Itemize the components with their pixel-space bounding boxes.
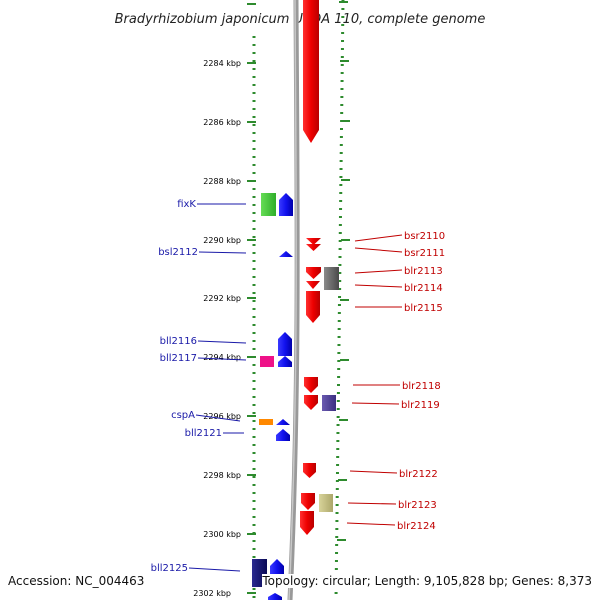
label-fixK[interactable]: fixK: [177, 199, 196, 210]
tick-label: 2294 kbp: [203, 353, 241, 362]
gene-bsr2110[interactable]: [306, 238, 321, 245]
gene-blr2119[interactable]: [304, 395, 318, 410]
gene-blr2115[interactable]: [306, 291, 320, 323]
leader-line: [349, 470, 398, 474]
gene-purple-feature[interactable]: [322, 395, 336, 411]
label-bll2125[interactable]: bll2125: [151, 563, 188, 574]
genome-backbone-highlight: [288, 0, 297, 600]
reverse-strand-genes: [252, 193, 293, 600]
leader-line: [188, 567, 241, 572]
leader-line: [197, 357, 247, 361]
leader-line: [351, 402, 400, 405]
tick-label: 2284 kbp: [203, 59, 241, 68]
scale-ticks: [247, 1, 350, 594]
map-title: Bradyrhizobium japonicum USDA 110, compl…: [115, 12, 486, 27]
gene-bll2117[interactable]: [278, 356, 292, 367]
leader-line: [347, 502, 397, 505]
gene-green-feature[interactable]: [261, 193, 276, 216]
label-blr2114[interactable]: blr2114: [404, 283, 443, 294]
scale-tick-labels: 2284 kbp 2286 kbp 2288 kbp 2290 kbp 2292…: [193, 59, 241, 598]
genome-backbone: [287, 0, 300, 600]
tick-label: 2300 kbp: [203, 530, 241, 539]
gene-magenta-feature[interactable]: [260, 356, 274, 367]
forward-strand-genes: [300, 0, 339, 535]
label-bll2116[interactable]: bll2116: [160, 336, 197, 347]
leader-line: [354, 247, 403, 253]
leader-line: [354, 234, 403, 242]
label-bll2117[interactable]: bll2117: [160, 353, 197, 364]
label-blr2113[interactable]: blr2113: [404, 266, 443, 277]
gene-bsl2112[interactable]: [279, 251, 293, 257]
label-blr2115[interactable]: blr2115: [404, 303, 443, 314]
tick-label: 2298 kbp: [203, 471, 241, 480]
gene-orange-feature[interactable]: [259, 419, 273, 425]
gene-grey-feature[interactable]: [324, 267, 339, 290]
tick-label: 2302 kbp: [193, 589, 231, 598]
tick-label: 2288 kbp: [203, 177, 241, 186]
gene-blr2114[interactable]: [306, 281, 320, 289]
left-gene-labels: fixK bsl2112 bll2116 bll2117 cspA bll212…: [151, 199, 247, 574]
leader-line: [195, 414, 241, 422]
label-blr2119[interactable]: blr2119: [401, 400, 440, 411]
genome-stats-text: Topology: circular; Length: 9,105,828 bp…: [262, 574, 592, 588]
label-blr2122[interactable]: blr2122: [399, 469, 438, 480]
leader-line: [354, 269, 403, 274]
gene-blr2113[interactable]: [306, 267, 321, 279]
leader-line: [346, 522, 396, 526]
tick-label: 2292 kbp: [203, 294, 241, 303]
leader-line: [198, 251, 247, 254]
gene-bll2116[interactable]: [278, 332, 292, 356]
label-bsr2110[interactable]: bsr2110: [404, 231, 445, 242]
gene-blr2122[interactable]: [303, 463, 316, 478]
label-blr2118[interactable]: blr2118: [402, 381, 441, 392]
gene-cspA[interactable]: [276, 419, 290, 425]
label-bll2121[interactable]: bll2121: [185, 428, 222, 439]
label-bsr2111[interactable]: bsr2111: [404, 248, 445, 259]
leader-line: [197, 340, 247, 344]
label-blr2123[interactable]: blr2123: [398, 500, 437, 511]
tick-label: 2290 kbp: [203, 236, 241, 245]
gene-bsr2111[interactable]: [306, 244, 321, 251]
right-gene-labels: bsr2110 bsr2111 blr2113 blr2114 blr2115 …: [346, 231, 445, 532]
tick-label: 2286 kbp: [203, 118, 241, 127]
gene-blr2118[interactable]: [304, 377, 318, 393]
accession-text: Accession: NC_004463: [8, 574, 145, 588]
gene-blr2123[interactable]: [301, 493, 315, 510]
tick-label: 2296 kbp: [203, 412, 241, 421]
gene-olive-feature[interactable]: [319, 494, 333, 512]
gene-arrow-large[interactable]: [303, 0, 319, 143]
gene-bottom-partial[interactable]: [268, 593, 282, 600]
label-bsl2112[interactable]: bsl2112: [158, 247, 198, 258]
gene-fixK[interactable]: [279, 193, 293, 216]
label-cspA[interactable]: cspA: [171, 410, 195, 421]
label-blr2124[interactable]: blr2124: [397, 521, 436, 532]
gene-blr2124[interactable]: [300, 511, 314, 535]
gene-bll2121[interactable]: [276, 429, 290, 441]
leader-line: [354, 284, 403, 288]
